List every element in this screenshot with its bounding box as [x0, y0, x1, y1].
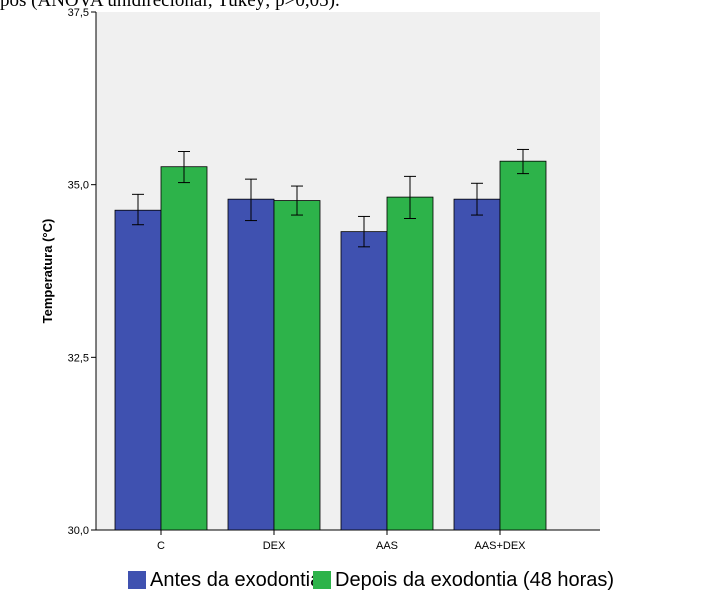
legend-swatch-antes	[128, 571, 146, 589]
error-bar	[404, 175, 416, 220]
legend-label-depois: Depois da exodontia (48 horas)	[335, 568, 615, 591]
y-axis-ticks: 30,0 32,5 35,0 37,5	[68, 7, 96, 537]
legend-label-antes: Antes da exodontia	[150, 568, 322, 591]
x-tick-label: AAS	[376, 540, 398, 552]
bar-depois	[273, 200, 321, 531]
bars	[114, 160, 547, 531]
x-tick-label: C	[157, 540, 165, 552]
bar-chart: 30,0 32,5 35,0 37,5 C DEX AAS AAS+DEX Temperat…	[40, 7, 600, 552]
legend-item-antes: Antes da exodontia	[128, 566, 321, 594]
bar-antes	[340, 231, 388, 531]
x-tick-label: DEX	[263, 540, 286, 552]
bar-depois	[160, 166, 208, 531]
x-tick-label: AAS+DEX	[474, 540, 526, 552]
error-bar	[471, 182, 483, 216]
bar-depois	[386, 196, 434, 531]
legend: Antes da exodontia Depois da exodontia (…	[0, 562, 706, 598]
error-bar	[245, 178, 257, 222]
bar-antes	[114, 209, 162, 531]
error-bar	[358, 215, 370, 248]
y-tick-label: 37,5	[68, 7, 89, 19]
legend-item-depois: Depois da exodontia (48 horas)	[313, 566, 614, 594]
y-tick-label: 30,0	[68, 525, 89, 537]
bar-antes	[227, 198, 275, 531]
figure-caption-fragment: pos (ANOVA unidirecional; Tukey; p>0,05)…	[0, 0, 340, 11]
bar-antes	[453, 198, 501, 531]
error-bar	[178, 151, 190, 184]
error-bar	[517, 148, 529, 175]
bar-depois	[499, 160, 547, 531]
error-bar	[291, 185, 303, 216]
y-tick-label: 35,0	[68, 180, 89, 192]
x-axis-ticks: C DEX AAS AAS+DEX	[157, 530, 526, 552]
y-tick-label: 32,5	[68, 352, 89, 364]
error-bars	[132, 148, 529, 248]
legend-swatch-depois	[313, 571, 331, 589]
error-bar	[132, 193, 144, 226]
y-axis-label: Temperatura (°C)	[40, 219, 55, 324]
